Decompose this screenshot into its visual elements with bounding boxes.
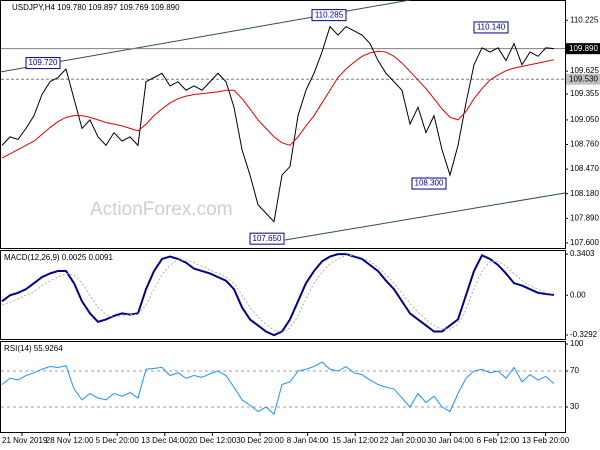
y-tick-label: 0.00 — [570, 290, 586, 299]
x-tick-label: 5 Dec 20:00 — [96, 436, 140, 445]
y-tick-label: 100 — [570, 339, 584, 348]
series-line — [1, 50, 555, 159]
price-box — [566, 43, 600, 55]
y-tick-label: -0.3292 — [570, 330, 598, 339]
x-tick-label: 30 Dec 20:00 — [236, 436, 284, 445]
x-tick-label: 22 Jan 20:00 — [380, 436, 427, 445]
annotation-box — [311, 9, 347, 22]
price-label: 109.890 — [569, 44, 598, 53]
x-tick-label: 28 Nov 12:00 — [46, 436, 94, 445]
annotation-label: 109.720 — [29, 58, 58, 67]
x-tick-label: 30 Jan 04:00 — [427, 436, 474, 445]
price-box — [566, 73, 600, 85]
y-tick-label: 30 — [570, 402, 579, 411]
annotation-label: 108.300 — [415, 179, 444, 188]
chart-title: USDJPY,H4 109.780 109.897 109.769 109.89… — [12, 3, 180, 12]
x-tick-label: 13 Feb 20:00 — [522, 436, 570, 445]
series-line — [1, 361, 555, 416]
annotation-label: 110.285 — [315, 10, 344, 19]
x-tick-label: 20 Dec 12:00 — [189, 436, 237, 445]
y-tick-label: 108.470 — [570, 164, 599, 173]
x-tick-label: 8 Jan 04:00 — [287, 436, 329, 445]
y-tick-label: 110.225 — [570, 15, 599, 24]
annotation-box — [473, 21, 509, 34]
annotation-label: 110.140 — [477, 23, 506, 32]
price-label: 109.530 — [569, 74, 598, 83]
watermark: ActionForex.com — [90, 199, 233, 220]
y-tick-label: 107.890 — [570, 213, 599, 222]
rsi-panel — [0, 341, 566, 433]
y-tick-label: 108.760 — [570, 140, 599, 149]
y-tick-label: 0.3403 — [570, 249, 595, 258]
annotation-box — [249, 232, 285, 245]
indicator-title: MACD(12,26,9) 0.0025 0.0091 — [4, 253, 114, 262]
y-tick-label: 109.050 — [570, 115, 599, 124]
series-line — [1, 254, 555, 334]
annotation-box — [25, 57, 61, 70]
x-tick-label: 13 Dec 04:00 — [141, 436, 189, 445]
y-tick-label: 109.355 — [570, 89, 599, 98]
y-tick-label: 108.180 — [570, 189, 599, 198]
price-panel — [0, 0, 566, 249]
y-tick-label: 109.625 — [570, 66, 599, 75]
x-tick-label: 6 Feb 12:00 — [477, 436, 520, 445]
y-tick-label: 107.600 — [570, 238, 599, 247]
annotation-label: 107.650 — [253, 234, 282, 243]
x-tick-label: 21 Nov 2019 — [2, 436, 48, 445]
trend-line — [284, 192, 566, 241]
series-line — [1, 25, 555, 223]
series-line — [1, 253, 555, 337]
annotation-box — [411, 177, 447, 190]
y-tick-label: 70 — [570, 366, 579, 375]
x-tick-label: 15 Jan 12:00 — [332, 436, 379, 445]
indicator-title: RSI(14) 55.9264 — [4, 344, 63, 353]
